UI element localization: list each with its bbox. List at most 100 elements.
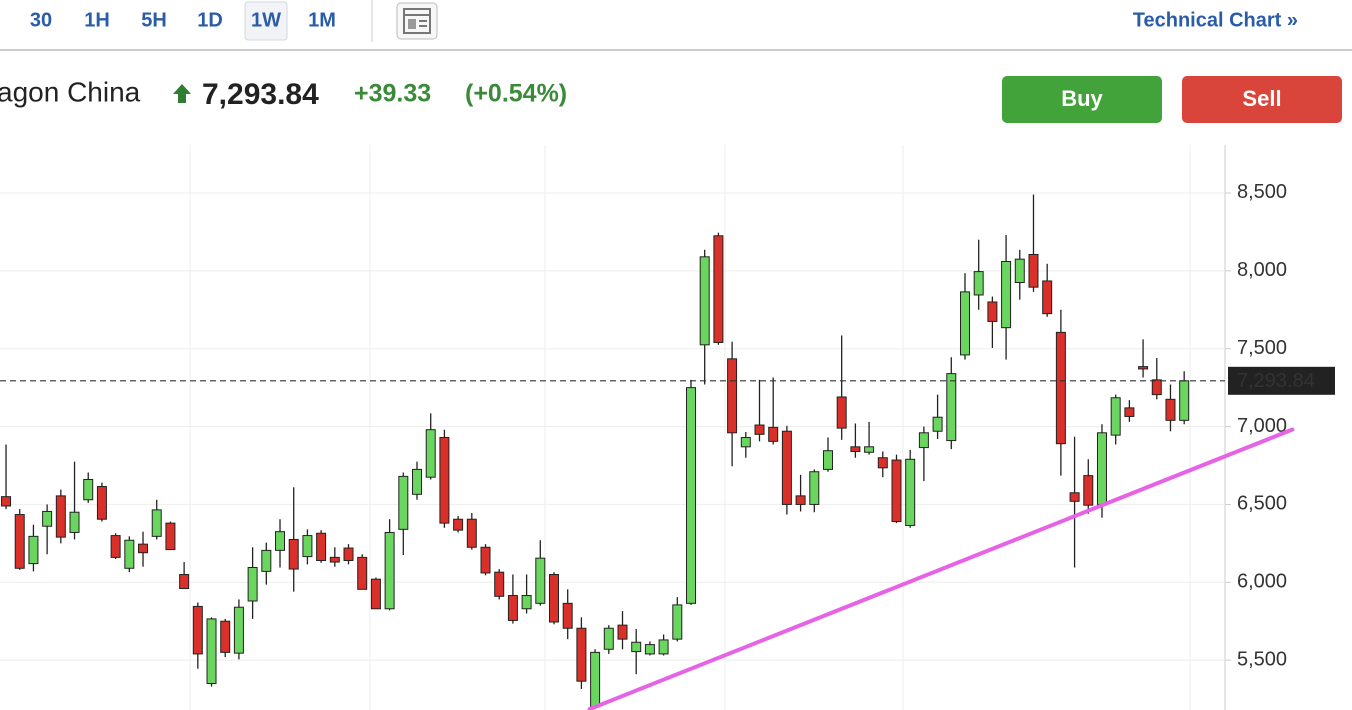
candle-body	[713, 235, 724, 343]
interval-button[interactable]: 1D	[197, 9, 223, 31]
candle-body	[165, 522, 176, 551]
candle-body	[247, 567, 258, 602]
buy-button[interactable]	[1002, 76, 1162, 123]
change-percent: (+0.54%)	[465, 80, 567, 108]
candle-body	[576, 627, 587, 682]
candle-body	[521, 595, 532, 610]
y-tick-label: 8,000	[1237, 259, 1287, 281]
candle-body	[809, 471, 820, 505]
interval-button[interactable]: 5H	[141, 9, 167, 31]
candle-body	[179, 574, 190, 590]
selected-interval-box	[244, 1, 288, 41]
candle-body	[151, 509, 162, 537]
candle-body	[55, 495, 66, 538]
candle-body	[658, 639, 669, 655]
last-price-box	[1228, 366, 1335, 395]
candle-body	[740, 436, 751, 448]
interval-button[interactable]: 1H	[84, 9, 110, 31]
candle-body	[124, 539, 135, 569]
candle-body	[822, 450, 833, 470]
candle-body	[781, 430, 792, 505]
candle-body	[261, 549, 272, 572]
candle-body	[603, 627, 614, 650]
candle-body	[1151, 379, 1162, 396]
sell-button[interactable]	[1182, 76, 1342, 123]
plot: 8,500 8,000 7,500 7,000 6,500 6,000 5,500 7,293…	[0, 181, 1335, 710]
candle-body	[1069, 492, 1080, 502]
instrument-name: agon China	[0, 76, 141, 107]
candle-body	[685, 387, 696, 604]
candle-body	[439, 436, 450, 524]
candle-body	[206, 618, 217, 685]
candle-body	[768, 426, 779, 442]
candle-body	[549, 574, 560, 623]
interval-bar: 30 1H 5H 1D 1W 1M	[30, 9, 336, 31]
candle-body	[699, 256, 710, 346]
candle-body	[398, 475, 409, 530]
candle-body	[644, 644, 655, 655]
candle-body	[535, 557, 546, 604]
candle-body	[412, 468, 423, 495]
candle-body	[672, 604, 683, 640]
candle-body	[877, 457, 888, 469]
buy-label[interactable]: Buy	[1061, 86, 1103, 111]
sell-label[interactable]: Sell	[1242, 86, 1281, 111]
candle-body	[1, 496, 12, 507]
candle-body	[959, 291, 970, 356]
candle-body	[850, 446, 861, 452]
y-tick-label: 5,500	[1237, 648, 1287, 670]
candle-body	[138, 543, 149, 554]
candle-body	[316, 532, 327, 561]
last-price-label: 7,293.84	[1237, 370, 1315, 392]
candle-body	[891, 459, 902, 523]
candle-body	[1138, 366, 1149, 370]
candle-body	[42, 510, 53, 527]
candle-body	[453, 518, 464, 531]
candle-body	[14, 514, 25, 569]
candle-body	[1028, 253, 1039, 288]
candle-body	[507, 595, 518, 621]
candle-body	[288, 538, 299, 570]
candle-body	[1055, 331, 1066, 445]
candle-body	[1124, 407, 1135, 417]
price: 7,293.84	[202, 78, 319, 111]
candle-body	[329, 556, 340, 563]
candle-body	[1014, 258, 1025, 284]
candle-body	[590, 651, 601, 708]
candle-body	[480, 546, 491, 574]
candle-body	[864, 446, 875, 453]
candle-body	[494, 571, 505, 597]
candle-body	[727, 358, 738, 434]
candle-body	[905, 458, 916, 526]
vertical-grid	[189, 145, 1191, 710]
candle-body	[973, 271, 984, 296]
y-tick-label: 8,500	[1237, 181, 1287, 203]
candle-body	[275, 531, 286, 551]
candle-body	[836, 396, 847, 429]
interval-button[interactable]: 30	[30, 9, 52, 31]
candle-body	[754, 424, 765, 435]
candle-body	[1042, 280, 1053, 315]
interval-button[interactable]: 1M	[308, 9, 336, 31]
candle-body	[946, 373, 957, 442]
interval-button[interactable]: 1W	[251, 9, 281, 31]
candle-body	[425, 429, 436, 478]
candle-body	[69, 511, 80, 533]
candle-body	[1179, 380, 1190, 421]
candle-body	[617, 624, 628, 640]
candle-body	[343, 547, 354, 561]
up-arrow	[173, 84, 191, 103]
candle-body	[1001, 260, 1012, 329]
candle-body	[795, 495, 806, 505]
candle-body	[357, 556, 368, 590]
candle-body	[220, 620, 231, 653]
layout-icon[interactable]	[396, 2, 438, 40]
candle-body	[384, 531, 395, 610]
candle-body	[1110, 397, 1121, 436]
change: +39.33	[354, 80, 431, 108]
candle-body	[918, 432, 929, 449]
candle-body	[192, 605, 203, 655]
technical-chart-link[interactable]: Technical Chart »	[1133, 9, 1298, 31]
